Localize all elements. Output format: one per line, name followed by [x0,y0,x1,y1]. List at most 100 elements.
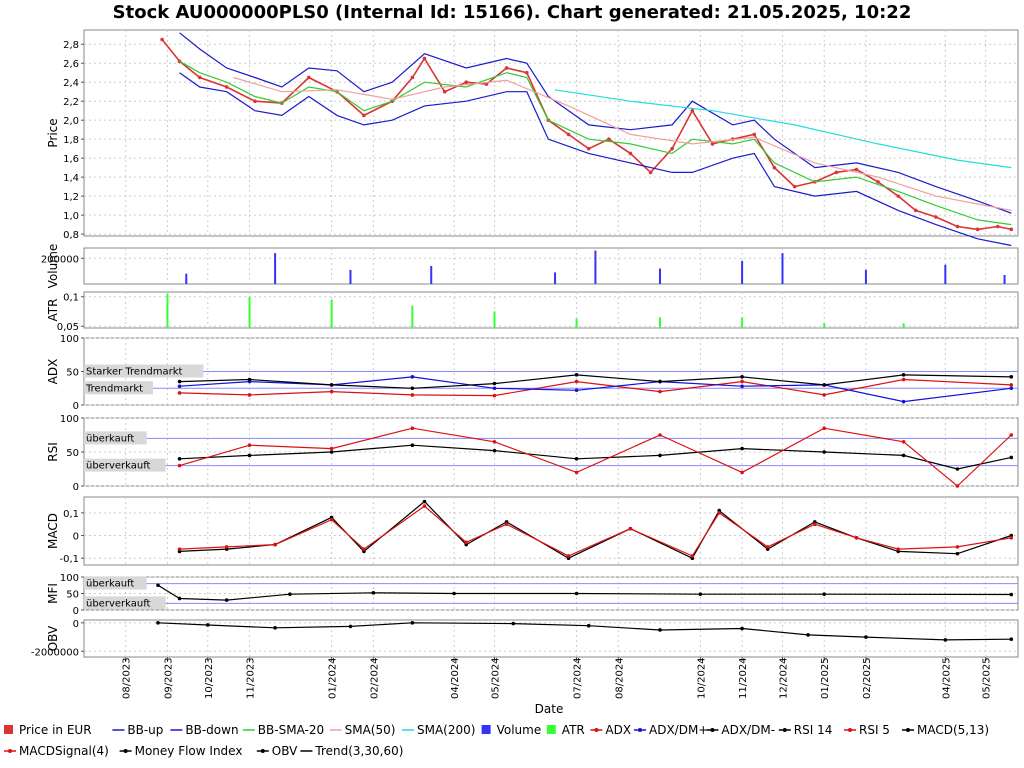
x-tick-label: 11/2024 [738,657,749,699]
money-flow-index-point [156,583,160,588]
price-in-eur-point [607,137,611,141]
adx-dm-point [658,379,662,384]
volume-bar [274,253,277,284]
rsi-5-point [955,484,960,488]
adx-point [329,389,334,394]
adx-ylabel: ADX [46,359,60,385]
legend-label: Trend(3,30,60) [314,744,403,758]
rsi-5-point [177,463,182,468]
obv-point [156,621,160,625]
x-tick-label: 02/2024 [369,657,380,699]
legend-label: ADX [605,723,631,737]
price-in-eur-point [934,215,938,219]
macdsignal-4-point [812,522,817,526]
volume-bar [349,269,352,284]
atr-bar [248,296,251,328]
legend-item-rsi-14: RSI 14 [778,723,832,737]
price-in-eur-point [253,99,257,103]
x-tick-label: 01/2024 [328,657,339,699]
mfi-ytick-label: 50 [66,590,79,601]
rsi-14-point [329,450,334,454]
volume-ylabel: Volume [46,244,60,289]
price-ylabel: Price [46,118,60,147]
money-flow-index-point [371,591,376,595]
sma-200-line [554,89,1012,169]
x-tick-label: 04/2024 [450,657,461,699]
macd-5-13-point [422,499,427,504]
price-in-eur-point [996,224,1000,229]
price-ytick-label: 2,6 [63,59,79,70]
price-ytick-label: 0,8 [63,230,79,241]
macdsignal-4-point [854,536,859,540]
adx-dm-point [901,399,906,404]
legend-item-bb-down: BB-down [170,723,239,737]
atr-ytick-label: 0,05 [57,322,79,333]
legend-swatch-dot [782,728,787,732]
legend-label: ATR [562,723,585,737]
obv-point [864,635,868,639]
legend-swatch-dot [260,749,265,753]
money-flow-index-point [822,592,827,596]
atr-bar [166,293,169,328]
money-flow-index-point [288,592,292,596]
legend-item-rsi-5: RSI 5 [844,723,890,737]
money-flow-index-point [177,596,182,601]
legend: Price in EUR BB-up BB-down BB-SMA-20 SMA(50)… [4,723,989,758]
atr-series-group [166,293,1013,328]
mfi-ref-label-bg [84,576,147,590]
money-flow-index-point [1009,592,1014,597]
adx-dm-point [740,384,744,389]
macd-plot-area [83,496,1019,566]
legend-swatch-dot [906,728,910,732]
atr-ylabel: ATR [46,299,60,322]
obv-point [943,638,948,642]
legend-swatch-dot [123,749,128,753]
adx-dm-point [410,386,415,391]
bb-up-line [179,32,1012,214]
adx-dm-point [177,379,182,384]
adx-ytick-label: 50 [66,368,79,379]
adx-ytick-label: 0 [73,401,79,412]
obv-point [658,628,662,632]
mfi-series-group [156,583,1014,602]
adx-dm-point [177,384,182,389]
price-in-eur-point [464,80,469,85]
adx-dm-point [901,373,906,377]
x-tick-label: 11/2023 [246,657,257,699]
adx-dm-point [329,383,334,387]
obv-point [1009,637,1014,642]
legend-swatch [481,725,491,734]
volume-plot-area [83,247,1019,285]
price-in-eur-point [566,132,571,137]
legend-label: Price in EUR [19,723,92,737]
volume-bar [659,268,662,284]
macdsignal-4-point [177,547,182,551]
x-tick-label: 10/2024 [696,657,707,699]
x-axis-label: Date [535,702,564,716]
x-tick-label: 02/2025 [862,657,873,699]
atr-bar [575,318,578,328]
adx-dm-point [822,383,827,387]
rsi-ref-label: überkauft [86,433,134,444]
legend-item-atr: ATR [546,723,585,737]
obv-point [410,621,415,625]
legend-label: ADX/DM+ [649,723,708,737]
price-in-eur-point [484,82,489,86]
price-in-eur-point [690,108,695,113]
macdsignal-4-point [717,511,722,515]
x-axis: 08/2023 09/2023 10/2023 11/2023 01/2024 02/20… [122,657,993,699]
rsi-14-point [1009,455,1014,460]
price-in-eur-point [876,180,880,184]
macd-ylabel: MACD [46,513,60,549]
x-tick-label: 04/2025 [941,657,952,699]
legend-item-adx-dm: ADX/DM- [706,723,775,737]
x-tick-label: 01/2025 [820,657,831,699]
obv-ylabel: OBV [46,625,60,651]
rsi-14-point [740,446,744,451]
price-ytick-label: 2,8 [63,40,79,51]
macdsignal-4-point [273,542,277,547]
macdsignal-4-point [765,545,770,549]
